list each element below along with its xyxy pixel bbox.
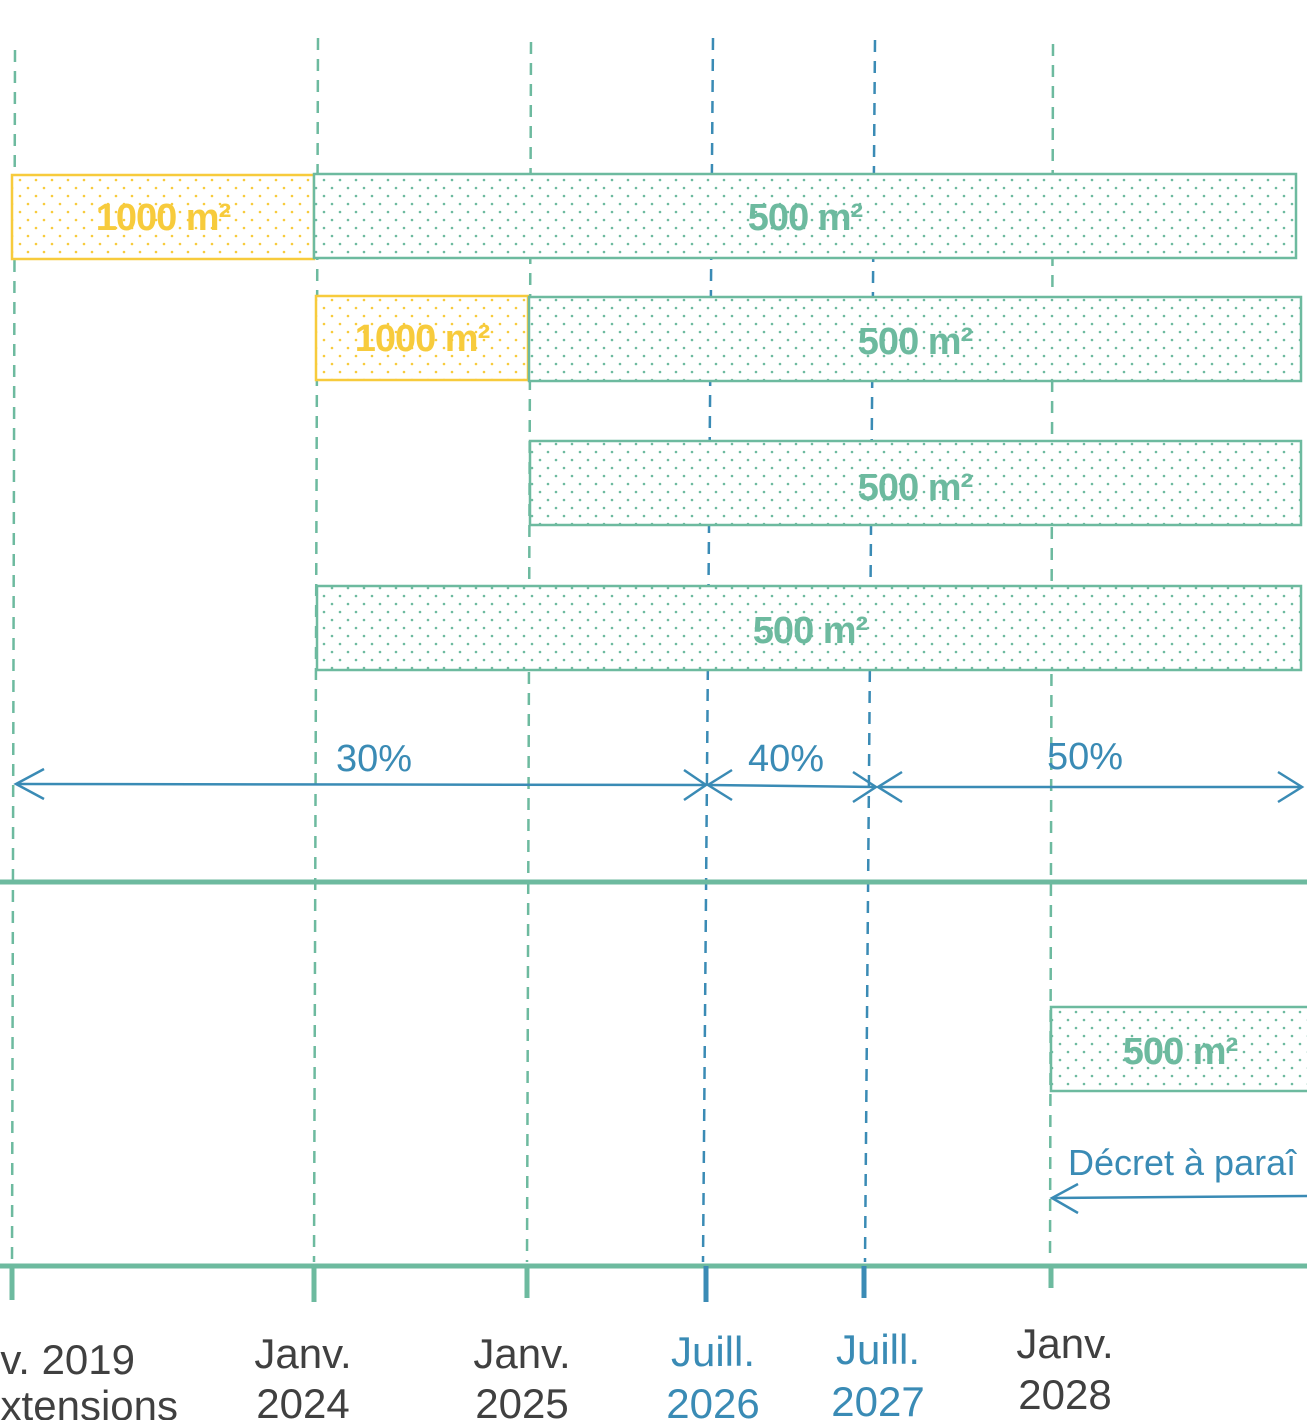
timeline-ticks [9,1266,1054,1302]
bar-row4-green: 500 m² [315,584,1303,672]
tick-label-line2: 2026 [666,1380,759,1420]
tick-label-line2: 2028 [1018,1371,1111,1418]
tick-label-line1: Juill. [671,1328,755,1375]
rate-arrows [13,767,1305,804]
tick-label-line2: 2024 [256,1380,349,1420]
guide-line-2019 [10,49,17,1263]
arrow-40-line [707,783,877,789]
arrow-30-line [15,782,707,787]
bar-row2-green: 500 m² [527,295,1303,383]
tick-label-line2: 2027 [831,1378,924,1420]
tick-label-line1: Janv. [254,1330,351,1377]
bar-label: 1000 m² [355,318,490,360]
bar-label: 500 m² [1123,1031,1238,1073]
bars: 1000 m² 500 m² 1000 m² 500 m² 500 m² 500… [10,172,1307,1093]
bar-label: 500 m² [858,467,973,509]
arrow-50-right-head [1277,770,1305,804]
rate-label: 50% [1047,736,1123,778]
bar-row1-yellow: 1000 m² [10,173,316,261]
rate-label: 30% [336,738,412,780]
tick-label-line2: extensions [0,1382,178,1420]
bar-lower-green: 500 m² [1049,1005,1307,1093]
tick-label-line1: Janv. [1016,1320,1113,1367]
tick-label-line1: v. 2019 [0,1336,135,1383]
decree-arrow [1049,1182,1307,1215]
tick-label-line2: 2025 [475,1380,568,1420]
rate-label: 40% [748,738,824,780]
bar-row2-yellow: 1000 m² [314,294,530,382]
tick-label-line1: Juill. [836,1326,920,1373]
timeline-labels: v. 2019 extensions Janv. 2024 Janv. 2025… [0,1320,1114,1420]
decree-note: Décret à paraî [1068,1142,1297,1183]
bar-row1-green: 500 m² [312,172,1298,260]
tick-label-line1: Janv. [473,1330,570,1377]
bar-label: 500 m² [748,197,863,239]
bar-label: 500 m² [753,610,868,652]
bar-label: 500 m² [858,321,973,363]
bar-row3-green: 500 m² [528,439,1303,527]
bar-label: 1000 m² [96,197,231,239]
arrow-left-head [13,767,45,801]
